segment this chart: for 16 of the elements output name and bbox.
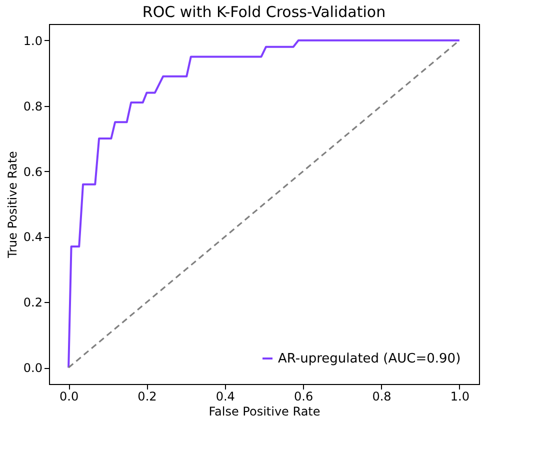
y-axis-title: True Positive Rate <box>5 151 20 259</box>
y-tick-label: 0.2 <box>23 296 42 310</box>
x-tick-label: 0.2 <box>138 390 157 404</box>
y-tick-label: 1.0 <box>23 34 42 48</box>
y-tick-label: 0.4 <box>23 230 42 244</box>
x-tick-label: 0.0 <box>60 390 79 404</box>
x-tick-label: 1.0 <box>450 390 470 404</box>
chart-title: ROC with K-Fold Cross-Validation <box>142 3 386 21</box>
y-tick-label: 0.8 <box>23 99 42 114</box>
x-tick-label: 0.8 <box>372 390 392 404</box>
y-tick-label: 0.0 <box>23 361 42 376</box>
y-tick-label: 0.6 <box>23 164 42 179</box>
x-tick-label: 0.6 <box>294 390 314 404</box>
x-axis-title: False Positive Rate <box>208 404 320 418</box>
legend-label: AR-upregulated (AUC=0.90) <box>278 352 461 366</box>
x-tick-label: 0.4 <box>216 390 235 404</box>
